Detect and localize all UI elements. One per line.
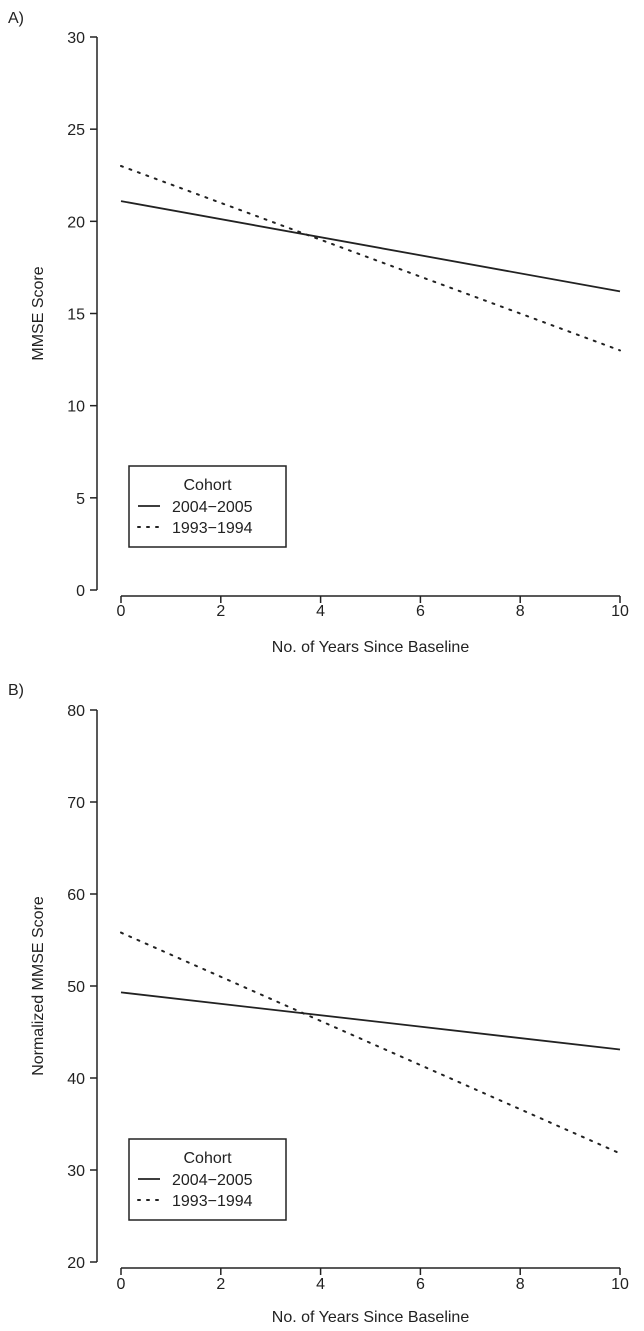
- panel-label: A): [8, 10, 24, 27]
- y-tick-label: 50: [67, 979, 85, 996]
- series-line-1: [120, 991, 621, 1051]
- legend: Cohort 2004−2005 1993−1994: [128, 465, 287, 548]
- x-tick-label: 6: [416, 603, 425, 620]
- y-tick-label: 15: [67, 307, 85, 324]
- panel-label: B): [8, 682, 24, 699]
- y-tick-label: 5: [76, 491, 85, 508]
- legend-title: Cohort: [183, 477, 232, 494]
- series-line-2: [120, 931, 621, 1155]
- y-axis-title: Normalized MMSE Score: [30, 896, 47, 1076]
- x-tick-label: 2: [216, 1276, 225, 1293]
- y-tick-label: 30: [67, 1163, 85, 1180]
- x-tick-label: 8: [516, 1276, 525, 1293]
- y-tick-label: 20: [67, 1255, 85, 1272]
- chart-panel-1: A) 0 5 10 15 20 25 30 0 2 4 6 8 10 No. of Years Since …: [8, 10, 629, 656]
- y-tick-label: 40: [67, 1071, 85, 1088]
- legend-entry-1: 2004−2005: [172, 499, 253, 516]
- x-tick-label: 4: [316, 603, 325, 620]
- y-tick-label: 70: [67, 795, 85, 812]
- series-line-1: [120, 200, 621, 293]
- y-tick-label: 0: [76, 583, 85, 600]
- y-tick-label: 25: [67, 122, 85, 139]
- y-tick-label: 10: [67, 399, 85, 416]
- legend-entry-2: 1993−1994: [172, 1193, 253, 1210]
- chart-panel-2: B) 20 30 40 50 60 70 80 0 2 4 6 8 10 No. of Years Sinc…: [8, 682, 629, 1326]
- x-tick-label: 2: [216, 603, 225, 620]
- x-tick-label: 0: [117, 1276, 126, 1293]
- y-axis-title: MMSE Score: [30, 266, 47, 360]
- x-axis-title: No. of Years Since Baseline: [272, 639, 470, 656]
- x-tick-label: 10: [611, 1276, 629, 1293]
- x-tick-label: 10: [611, 603, 629, 620]
- x-tick-label: 0: [117, 603, 126, 620]
- x-tick-label: 4: [316, 1276, 325, 1293]
- y-tick-label: 60: [67, 887, 85, 904]
- legend-entry-2: 1993−1994: [172, 520, 253, 537]
- x-axis-title: No. of Years Since Baseline: [272, 1309, 470, 1326]
- y-tick-label: 80: [67, 703, 85, 720]
- series-line-2: [120, 165, 621, 352]
- legend-title: Cohort: [183, 1150, 232, 1167]
- y-tick-label: 20: [67, 214, 85, 231]
- legend: Cohort 2004−2005 1993−1994: [128, 1138, 287, 1221]
- y-tick-label: 30: [67, 30, 85, 47]
- x-tick-label: 6: [416, 1276, 425, 1293]
- x-tick-label: 8: [516, 603, 525, 620]
- legend-entry-1: 2004−2005: [172, 1172, 253, 1189]
